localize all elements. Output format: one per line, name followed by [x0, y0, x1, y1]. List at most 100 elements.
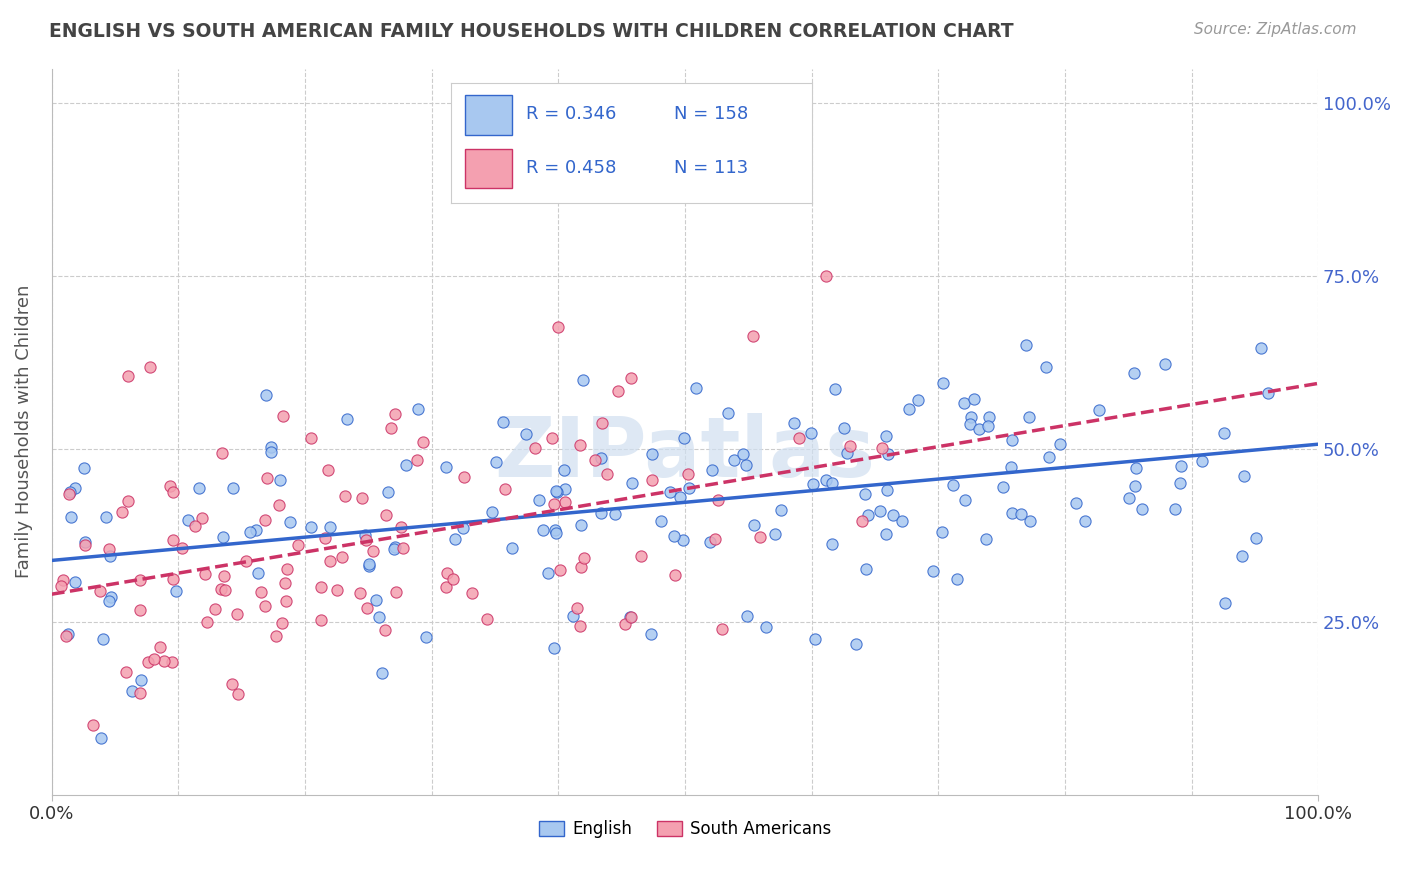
- English: [742, 518, 765, 533]
- English: [821, 537, 844, 551]
- English: [882, 508, 904, 523]
- South Americans: [569, 619, 592, 633]
- South Americans: [749, 530, 772, 544]
- English: [855, 562, 877, 576]
- English: [1088, 403, 1111, 417]
- English: [1123, 366, 1146, 380]
- English: [876, 447, 898, 461]
- English: [371, 666, 394, 681]
- English: [544, 484, 567, 499]
- English: [700, 463, 723, 477]
- English: [650, 514, 672, 528]
- South Americans: [162, 533, 184, 548]
- English: [921, 564, 943, 578]
- English: [59, 484, 82, 499]
- English: [65, 574, 87, 589]
- Text: Source: ZipAtlas.com: Source: ZipAtlas.com: [1194, 22, 1357, 37]
- English: [177, 513, 200, 527]
- South Americans: [309, 580, 332, 594]
- South Americans: [314, 531, 336, 545]
- English: [382, 541, 405, 556]
- English: [907, 393, 929, 408]
- English: [1153, 357, 1175, 371]
- English: [546, 485, 568, 500]
- English: [546, 526, 568, 541]
- South Americans: [55, 629, 77, 643]
- English: [1170, 458, 1192, 473]
- English: [605, 507, 627, 521]
- English: [931, 525, 953, 540]
- South Americans: [89, 583, 111, 598]
- South Americans: [226, 687, 249, 701]
- South Americans: [569, 560, 592, 574]
- English: [685, 381, 707, 395]
- South Americans: [620, 370, 643, 384]
- South Americans: [543, 497, 565, 511]
- Text: ENGLISH VS SOUTH AMERICAN FAMILY HOUSEHOLDS WITH CHILDREN CORRELATION CHART: ENGLISH VS SOUTH AMERICAN FAMILY HOUSEHO…: [49, 22, 1014, 41]
- English: [804, 632, 827, 647]
- English: [121, 683, 143, 698]
- English: [1035, 359, 1057, 374]
- South Americans: [253, 599, 276, 613]
- South Americans: [591, 416, 613, 430]
- South Americans: [384, 407, 406, 421]
- English: [1257, 385, 1279, 400]
- English: [1038, 450, 1060, 465]
- South Americans: [194, 566, 217, 581]
- South Americans: [678, 467, 700, 482]
- English: [782, 416, 804, 430]
- English: [335, 412, 357, 426]
- South Americans: [273, 409, 295, 424]
- South Americans: [350, 491, 373, 505]
- South Americans: [851, 514, 873, 528]
- English: [953, 493, 976, 508]
- English: [569, 518, 592, 533]
- English: [672, 431, 695, 445]
- South Americans: [82, 717, 104, 731]
- South Americans: [326, 583, 349, 598]
- English: [60, 510, 83, 524]
- South Americans: [256, 471, 278, 485]
- English: [967, 422, 990, 436]
- South Americans: [349, 586, 371, 600]
- English: [1125, 460, 1147, 475]
- South Americans: [547, 320, 569, 334]
- South Americans: [153, 654, 176, 668]
- English: [444, 532, 467, 546]
- English: [1018, 409, 1040, 424]
- English: [98, 594, 121, 608]
- English: [876, 483, 898, 498]
- English: [63, 481, 86, 495]
- English: [247, 566, 270, 580]
- English: [434, 460, 457, 475]
- South Americans: [453, 470, 475, 484]
- South Americans: [111, 505, 134, 519]
- English: [415, 630, 437, 644]
- South Americans: [117, 494, 139, 508]
- English: [384, 541, 406, 555]
- South Americans: [129, 573, 152, 587]
- English: [834, 420, 856, 434]
- South Americans: [160, 656, 183, 670]
- South Americans: [212, 568, 235, 582]
- English: [1233, 469, 1256, 483]
- South Americans: [405, 452, 427, 467]
- South Americans: [361, 544, 384, 558]
- English: [845, 637, 868, 651]
- South Americans: [374, 623, 396, 637]
- South Americans: [335, 489, 357, 503]
- Y-axis label: Family Households with Children: Family Households with Children: [15, 285, 32, 578]
- English: [269, 473, 291, 487]
- South Americans: [129, 603, 152, 617]
- English: [254, 388, 277, 402]
- South Americans: [596, 467, 619, 482]
- English: [260, 440, 283, 454]
- English: [453, 521, 475, 535]
- South Americans: [554, 494, 576, 508]
- South Americans: [583, 453, 606, 467]
- English: [129, 673, 152, 687]
- South Americans: [548, 563, 571, 577]
- South Americans: [354, 533, 377, 547]
- South Americans: [330, 549, 353, 564]
- English: [699, 534, 721, 549]
